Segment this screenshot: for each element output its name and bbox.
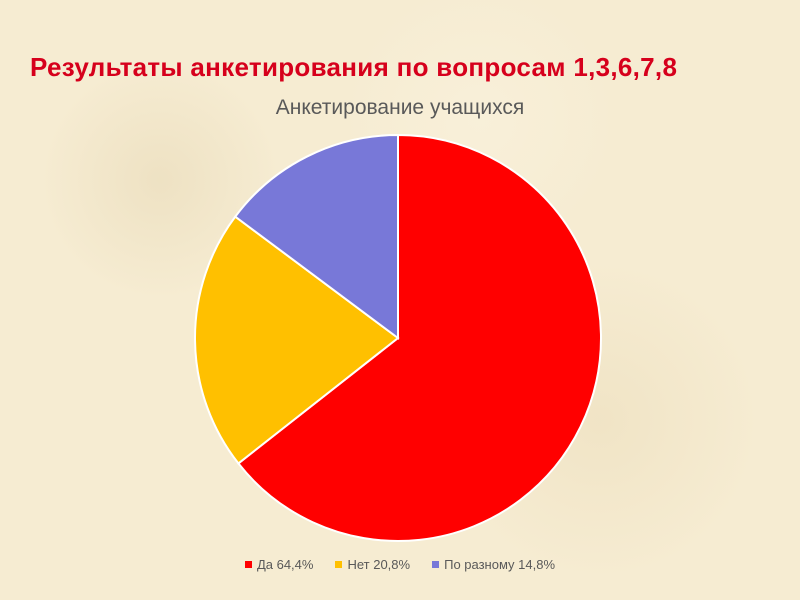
chart-legend: Да 64,4% Нет 20,8% По разному 14,8% <box>0 557 800 572</box>
legend-swatch <box>244 561 252 568</box>
legend-label: Нет 20,8% <box>347 557 411 572</box>
pie-slice-0 <box>236 133 602 542</box>
legend-swatch <box>335 561 343 568</box>
legend-label: Да 64,4% <box>256 557 314 572</box>
legend-item-0: Да 64,4% <box>244 557 314 572</box>
legend-swatch <box>432 561 440 568</box>
pie-slices <box>194 133 602 542</box>
slide-title: Результаты анкетирования по вопросам 1,3… <box>30 52 678 82</box>
pie-slice-1 <box>194 215 400 465</box>
legend-item-2: По разному 14,8% <box>432 557 555 572</box>
chart-title: Анкетирование учащихся <box>275 96 525 119</box>
pie-slice-2 <box>233 133 399 340</box>
legend-item-1: Нет 20,8% <box>335 557 410 572</box>
legend-label: По разному 14,8% <box>444 557 556 572</box>
